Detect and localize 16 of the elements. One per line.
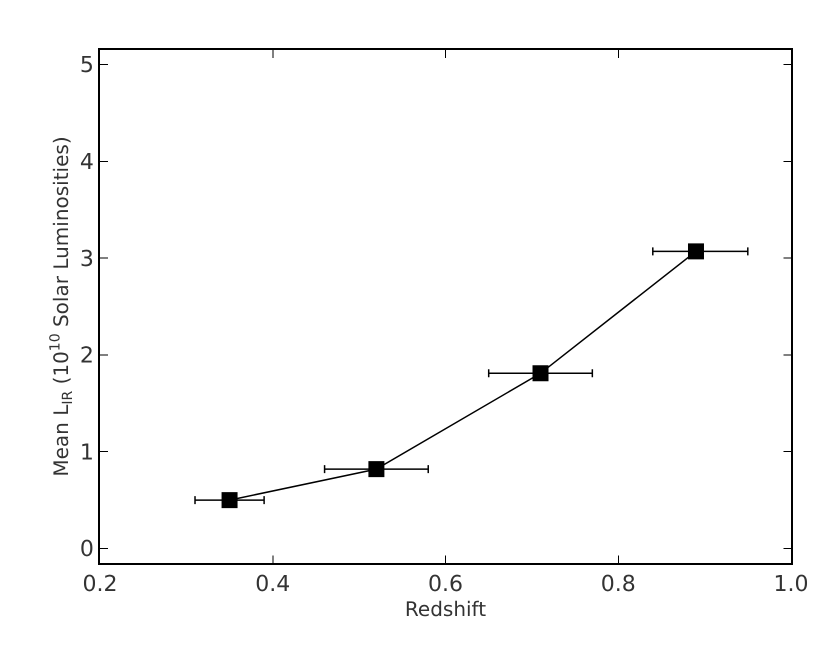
- x-tick-label: 0.6: [428, 572, 463, 598]
- x-tick-label: 0.4: [255, 572, 290, 598]
- y-tick-label: 5: [80, 53, 94, 78]
- y-tick-label: 2: [80, 344, 94, 369]
- x-tick-label: 1.0: [774, 572, 808, 598]
- y-tick-label: 0: [80, 537, 94, 562]
- x-tick-label: 0.2: [82, 572, 118, 598]
- x-axis-title: Redshift: [404, 597, 486, 622]
- x-tick-label: 0.8: [600, 572, 636, 598]
- point: [222, 492, 238, 508]
- point: [368, 461, 384, 478]
- y-tick-label: 1: [80, 440, 94, 466]
- y-tick-label: 3: [80, 246, 94, 272]
- point: [532, 365, 549, 382]
- point: [688, 243, 704, 260]
- y-tick-label: 4: [80, 150, 94, 176]
